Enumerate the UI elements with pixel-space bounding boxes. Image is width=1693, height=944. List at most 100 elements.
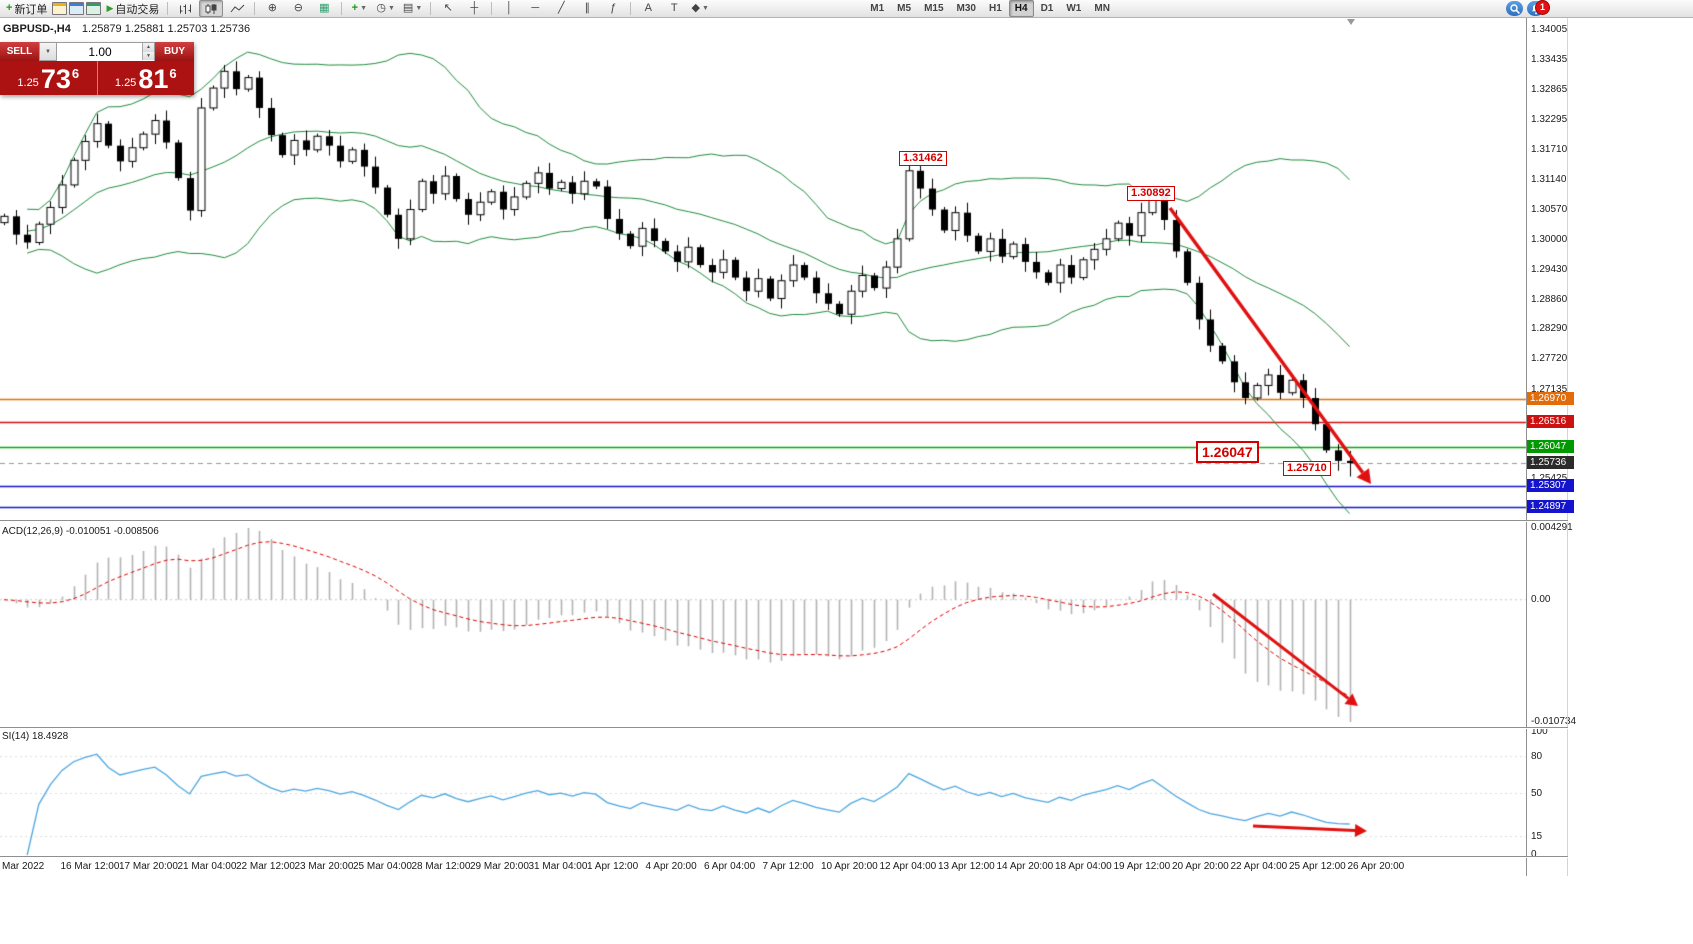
channel-icon: ∥	[584, 2, 591, 14]
channel-button[interactable]: ∥	[575, 0, 599, 17]
periods-button[interactable]: ◷ ▼	[373, 0, 398, 17]
navigator-icon[interactable]	[86, 2, 102, 15]
chart-header: GBPUSD-,H4 1.25879 1.25881 1.25703 1.257…	[3, 23, 250, 35]
time-axis-label: 20 Apr 20:00	[1172, 861, 1229, 872]
time-axis-label: 28 Mar 12:00	[411, 861, 471, 872]
price-tick-label: 1.31710	[1531, 144, 1568, 156]
zoom-in-button[interactable]: ⊕	[260, 0, 284, 17]
price-display-row: 1.25 73 6 1.25 81 6	[0, 61, 194, 95]
buy-price-sup: 6	[169, 66, 177, 81]
sell-price-sup: 6	[71, 66, 80, 81]
cursor-icon: ↖	[443, 2, 453, 14]
indicators-button[interactable]: + ▼	[347, 0, 371, 17]
price-callout-current-low[interactable]: 1.25710	[1283, 461, 1331, 476]
timeframe-button-h1[interactable]: H1	[988, 3, 1002, 14]
timeframe-button-h4[interactable]: H4	[1008, 0, 1034, 17]
time-axis[interactable]: Mar 2022 16 Mar 12:00 17 Mar 20:00 21 Mar 0…	[0, 858, 1526, 875]
price-scale-divider	[1526, 18, 1527, 876]
time-axis-label: 22 Apr 04:00	[1230, 861, 1288, 872]
price-chart-canvas[interactable]	[0, 0, 1568, 880]
vertical-line-button[interactable]: │	[497, 0, 521, 17]
volume-dropdown[interactable]: ▼	[39, 42, 57, 61]
volume-up-button[interactable]: ▲	[142, 43, 154, 52]
timeframe-button-m30[interactable]: M30	[956, 3, 976, 14]
bar-chart-icon	[179, 4, 191, 14]
price-callout-support-level[interactable]: 1.26047	[1196, 441, 1259, 463]
data-window-icon[interactable]	[69, 2, 85, 15]
dropdown-caret-icon: ▼	[387, 5, 395, 12]
price-tick-label: 1.27720	[1531, 353, 1568, 365]
time-axis-label: 25 Mar 04:00	[353, 861, 412, 872]
timeframe-button-mn[interactable]: MN	[1094, 3, 1110, 14]
shapes-icon: ◆	[691, 2, 701, 14]
timeframe-toolbar: M1 M5 M15 M30 H1 H4 D1 W1 MN	[864, 0, 1116, 17]
price-callout-spike-high[interactable]: 1.31462	[899, 151, 947, 166]
rsi-axis-splitter[interactable]	[0, 856, 1568, 857]
time-axis-label: 16 Mar 12:00	[60, 861, 120, 872]
timeframe-button-w1[interactable]: W1	[1066, 3, 1082, 14]
price-tick-label: 1.32865	[1531, 83, 1568, 95]
new-order-button[interactable]: + 新订单	[3, 0, 50, 17]
buy-price-display[interactable]: 1.25 81 6	[98, 61, 195, 95]
templates-button[interactable]: ▤ ▼	[400, 0, 425, 17]
time-axis-label: 14 Apr 20:00	[996, 861, 1054, 872]
time-axis-label: 12 Apr 04:00	[879, 861, 937, 872]
fibonacci-button[interactable]: ƒ	[601, 0, 625, 17]
sell-price-display[interactable]: 1.25 73 6	[0, 61, 98, 95]
timeframe-button-m1[interactable]: M1	[870, 3, 885, 14]
chart-shift-marker[interactable]	[1347, 19, 1355, 25]
zoom-out-button[interactable]: ⊖	[286, 0, 310, 17]
rsi-scale-label: 15	[1531, 830, 1543, 842]
timeframe-button-m15[interactable]: M15	[924, 3, 944, 14]
candlestick-chart-button[interactable]	[199, 0, 224, 17]
new-order-label: 新订单	[14, 3, 48, 16]
line-chart-button[interactable]	[225, 0, 249, 17]
time-axis-label: 29 Mar 20:00	[470, 861, 529, 872]
search-button[interactable]	[1506, 1, 1523, 16]
timeframe-button-d1[interactable]: D1	[1040, 3, 1054, 14]
text-icon: A	[644, 2, 652, 14]
shapes-button[interactable]: ◆ ▼	[688, 0, 712, 17]
price-tag: 1.24897	[1527, 500, 1574, 514]
price-tick-label: 1.28290	[1531, 323, 1568, 335]
price-callout-breakdown-high[interactable]: 1.30892	[1127, 186, 1175, 201]
chart-symbol: GBPUSD-,H4	[3, 23, 71, 35]
crosshair-button[interactable]: ┼	[462, 0, 486, 17]
buy-button[interactable]: BUY	[155, 42, 194, 61]
cursor-button[interactable]: ↖	[436, 0, 460, 17]
time-axis-label: 13 Apr 12:00	[938, 861, 995, 872]
candlestick-chart-icon	[205, 3, 217, 14]
time-axis-label: 23 Mar 20:00	[294, 861, 354, 872]
notifications-button[interactable]: 1	[1527, 0, 1550, 16]
toolbar-separator	[430, 2, 432, 15]
text-label-button[interactable]: T	[662, 0, 686, 17]
chart-macd-splitter[interactable]	[0, 520, 1568, 521]
new-order-plus-icon: +	[6, 2, 13, 14]
market-watch-icon[interactable]	[52, 2, 68, 15]
price-tick-label: 1.30570	[1531, 204, 1568, 216]
macd-rsi-splitter[interactable]	[0, 727, 1568, 728]
trendline-icon: ╱	[557, 2, 565, 14]
toolbar-spacer	[714, 8, 862, 9]
time-axis-label: 25 Apr 12:00	[1289, 861, 1346, 872]
dropdown-caret-icon: ▼	[360, 5, 368, 12]
sell-button[interactable]: SELL	[0, 42, 39, 61]
price-tick-label: 1.30000	[1531, 233, 1568, 245]
text-button[interactable]: A	[636, 0, 660, 17]
price-tick-label: 1.31140	[1531, 174, 1567, 186]
timeframe-button-m5[interactable]: M5	[897, 3, 912, 14]
bar-chart-button[interactable]	[173, 0, 197, 17]
macd-scale-zero: 0.00	[1531, 593, 1551, 605]
price-tick-label: 1.32295	[1531, 113, 1568, 125]
tile-windows-button[interactable]: ▦	[312, 0, 336, 17]
clock-icon: ◷	[376, 2, 386, 14]
auto-trading-button[interactable]: ▶ 自动交易	[103, 0, 162, 17]
main-toolbar: + 新订单 ▶ 自动交易 ⊕ ⊖ ▦ + ▼ ◷ ▼ ▤	[0, 0, 1693, 18]
volume-down-button[interactable]: ▼	[142, 51, 154, 60]
volume-input[interactable]	[57, 43, 154, 61]
buy-price-big: 81	[138, 64, 169, 94]
trendline-button[interactable]: ╱	[549, 0, 573, 17]
vertical-line-icon: │	[505, 2, 513, 14]
rsi-scale-label: 80	[1531, 750, 1543, 762]
horizontal-line-button[interactable]: ─	[523, 0, 547, 17]
